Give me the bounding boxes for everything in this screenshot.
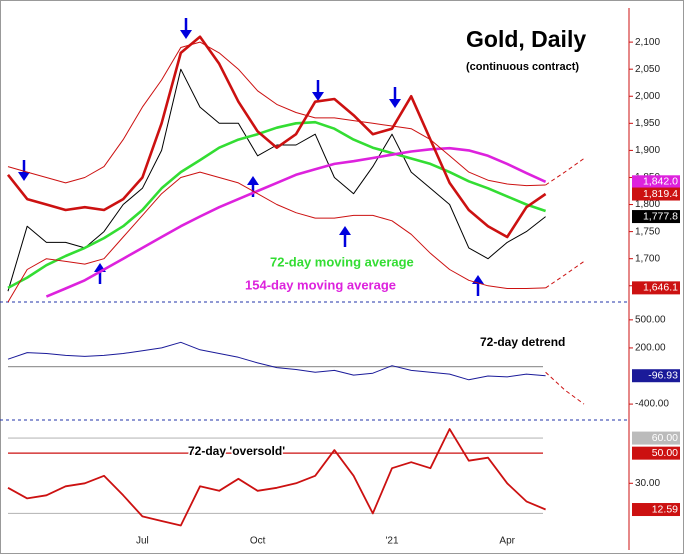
y-tick-label: 30.00	[635, 478, 660, 489]
series-line	[7, 341, 546, 381]
series-line	[7, 428, 546, 527]
y-tick-label: 1,750	[635, 226, 660, 237]
value-box	[632, 503, 680, 517]
y-tick-label: 1,800	[635, 199, 660, 210]
series-line	[545, 371, 585, 405]
panel-title: 72-day detrend	[480, 335, 565, 349]
down-arrow	[389, 87, 401, 108]
series-line	[545, 260, 585, 289]
y-tick-label: 200.00	[635, 343, 666, 354]
series-line	[7, 171, 546, 303]
series-line	[45, 146, 547, 298]
x-tick-label: Apr	[499, 536, 515, 547]
panel-title: 72-day 'oversold'	[188, 444, 285, 458]
x-tick-label: Oct	[250, 536, 266, 547]
series-line	[7, 120, 547, 290]
y-tick-label: 2,000	[635, 91, 660, 102]
y-tick-label: 2,050	[635, 64, 660, 75]
value-box	[632, 431, 680, 445]
up-arrow	[339, 226, 351, 247]
x-tick-label: Jul	[136, 536, 149, 547]
x-tick-label: '21	[385, 536, 398, 547]
series-line	[6, 35, 547, 239]
value-box-label: 60.00	[652, 432, 678, 444]
value-box-label: 50.00	[652, 447, 678, 459]
value-box	[632, 446, 680, 460]
value-box	[632, 281, 680, 295]
down-arrow	[18, 160, 30, 181]
y-tick-label: 1,950	[635, 118, 660, 129]
value-box	[632, 175, 680, 189]
value-box	[632, 210, 680, 224]
y-tick-label: 2,100	[635, 37, 660, 48]
value-box-label: 1,777.8	[643, 210, 678, 222]
y-tick-label: -400.00	[635, 399, 669, 410]
series-line	[7, 41, 546, 187]
panel-title: Gold, Daily	[466, 26, 586, 52]
panel-subtitle: (continuous contract)	[466, 61, 579, 73]
down-arrow	[312, 80, 324, 101]
value-box	[632, 187, 680, 201]
y-tick-label: 500.00	[635, 314, 666, 325]
series-line	[7, 68, 546, 292]
y-tick-label: 1,900	[635, 145, 660, 156]
down-arrow	[180, 18, 192, 39]
value-box-label: 12.59	[652, 503, 678, 515]
y-tick-label: 1,700	[635, 253, 660, 264]
series-annotation: 72-day moving average	[270, 254, 414, 269]
series-annotation: 154-day moving average	[245, 277, 396, 292]
value-box-label: 1,842.0	[643, 176, 678, 188]
value-box-label: 1,819.4	[643, 188, 678, 200]
value-box	[632, 369, 680, 383]
value-box-label: -96.93	[648, 370, 678, 382]
value-box-label: 1,646.1	[643, 282, 678, 294]
series-line	[545, 158, 585, 186]
